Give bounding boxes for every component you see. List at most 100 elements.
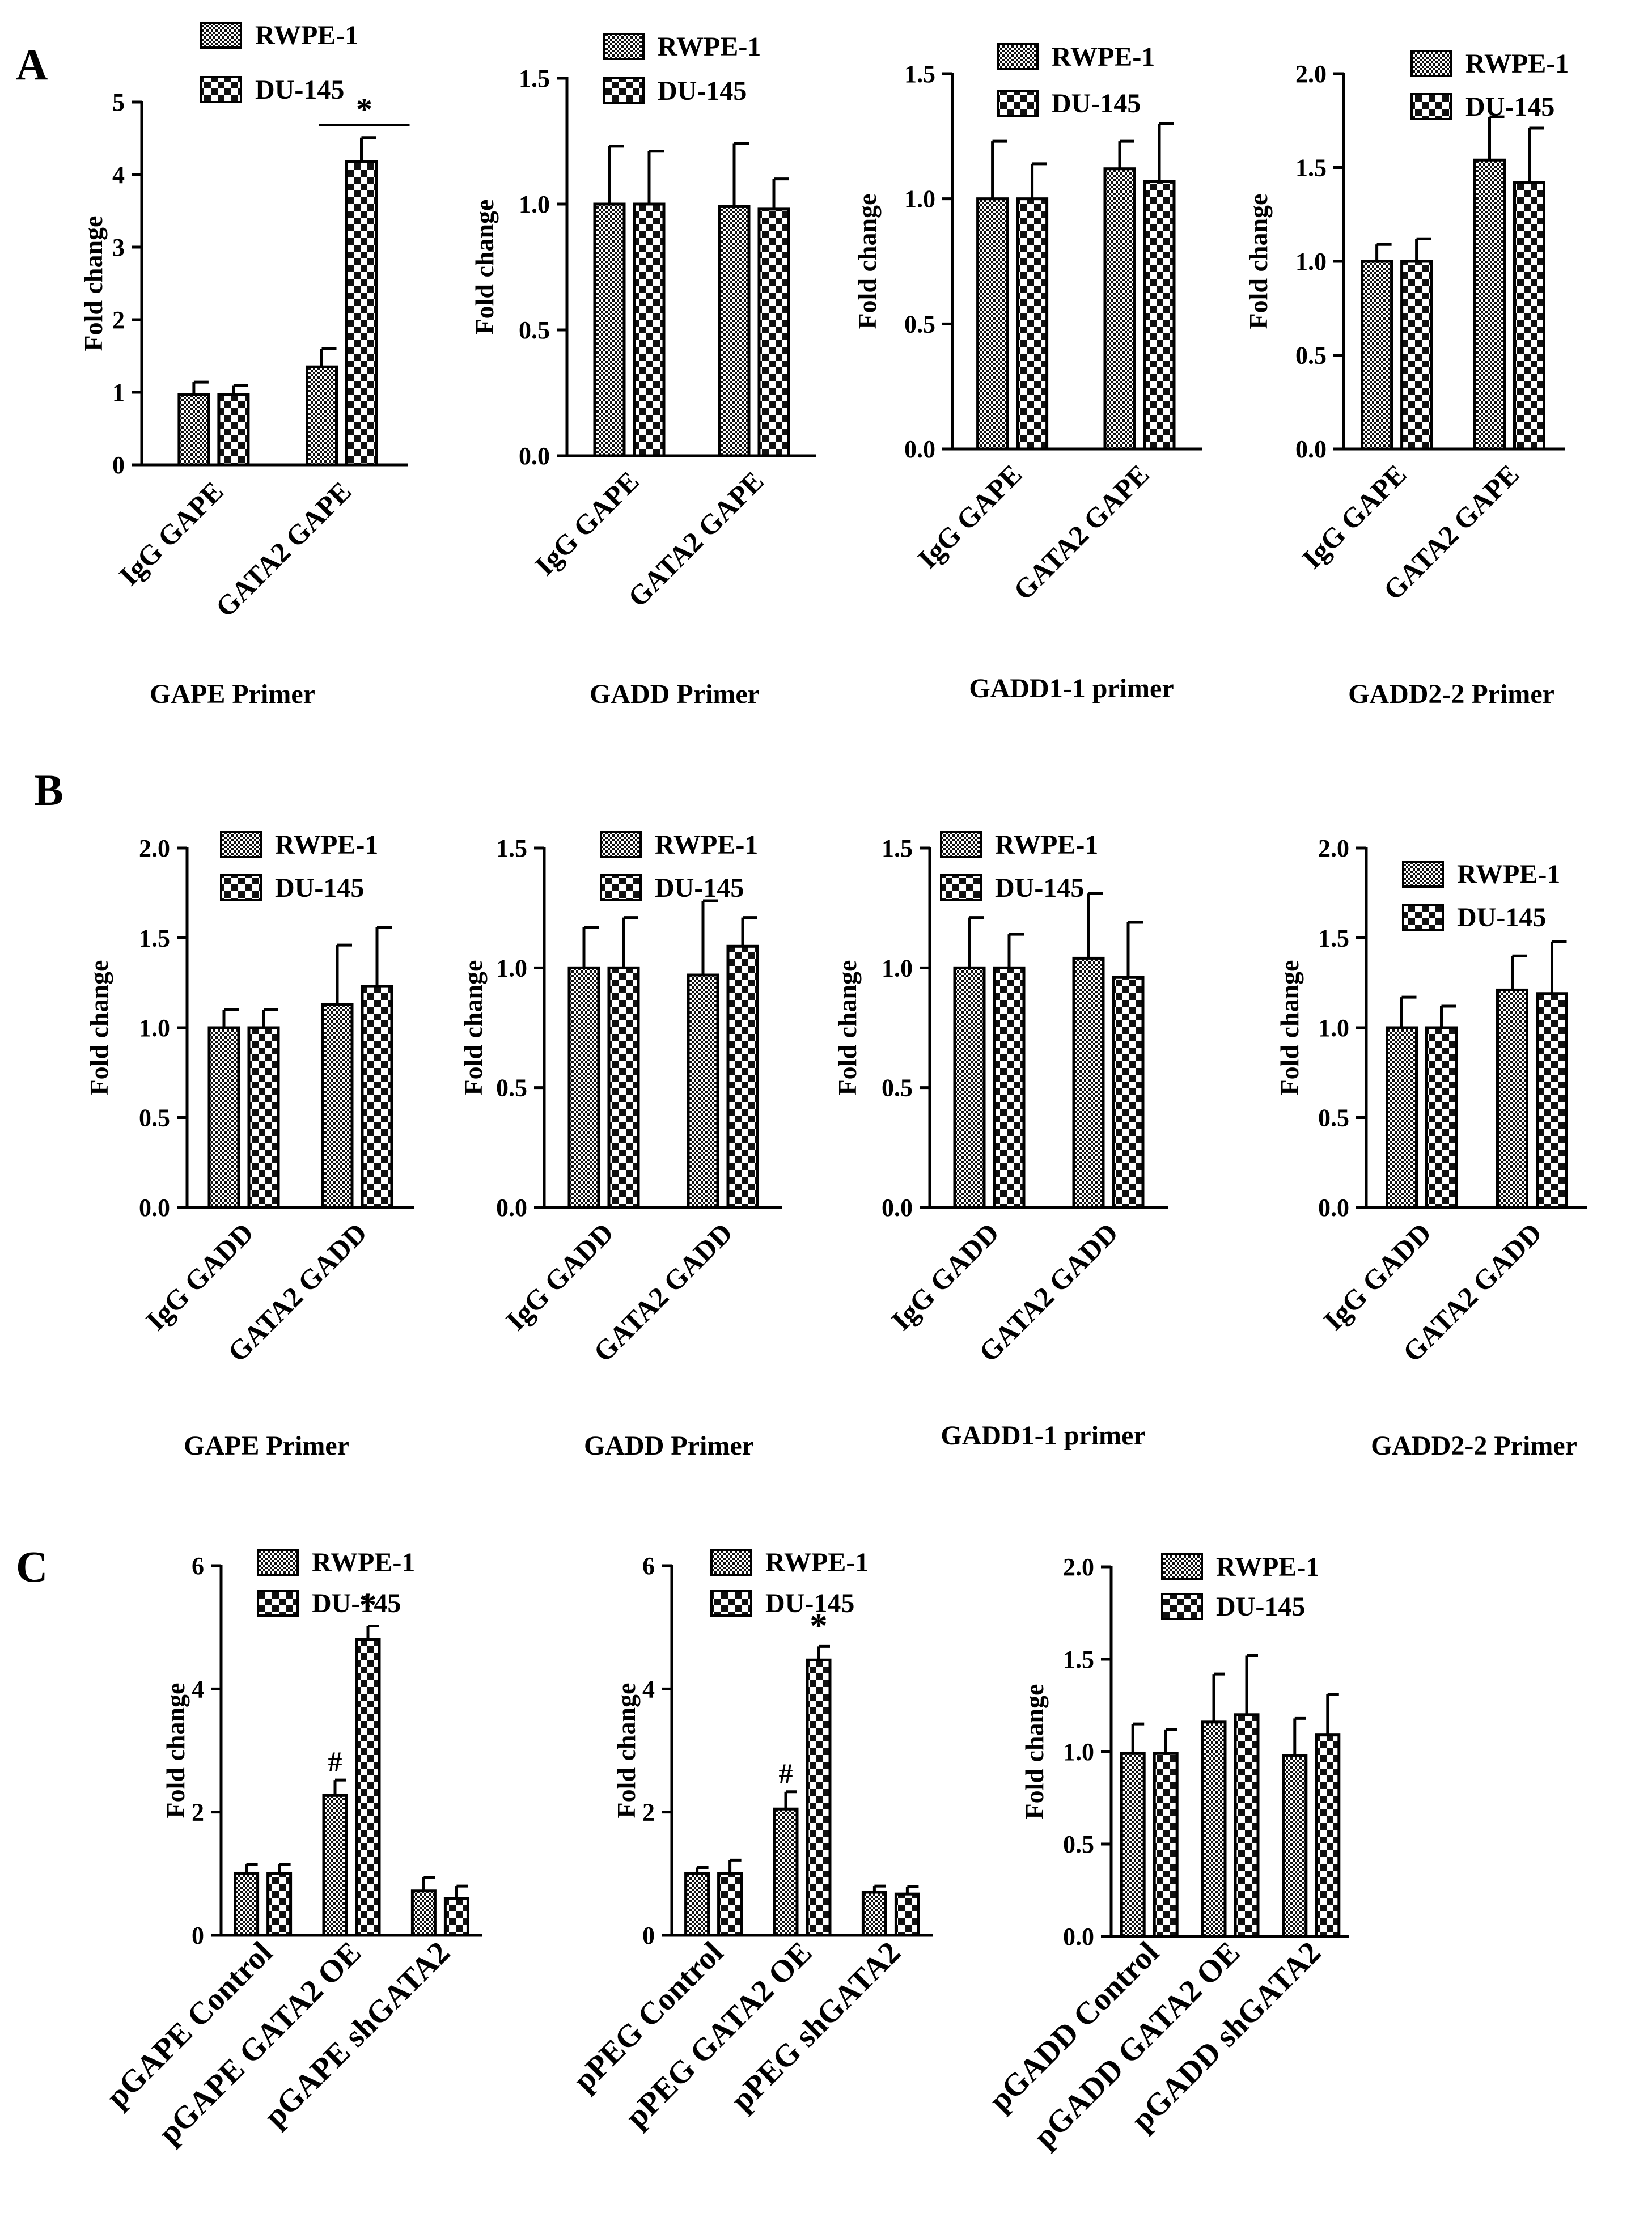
category-label: IgG GADD (885, 1217, 1005, 1336)
bar-rwpe1 (306, 365, 338, 467)
legend-label: RWPE-1 (1216, 1552, 1319, 1582)
y-tick-label: 0.5 (882, 1074, 913, 1102)
y-tick-label: 0.0 (1318, 1194, 1349, 1222)
y-tick-label: 1.0 (496, 954, 527, 982)
y-tick-label: 3 (112, 234, 125, 261)
y-tick-label: 0 (112, 451, 125, 479)
legend-swatch (220, 831, 262, 858)
y-axis-label: Fold change (84, 960, 113, 1096)
legend-swatch (200, 22, 242, 49)
bar-du145 (355, 1638, 381, 1937)
bar-rwpe1 (593, 202, 626, 457)
bar-du145 (247, 1026, 280, 1209)
legend-label: RWPE-1 (765, 1548, 869, 1578)
bar-rwpe1 (234, 1872, 260, 1937)
legend-label: DU-145 (312, 1588, 401, 1618)
y-axis-label: Fold change (459, 960, 488, 1096)
bar-rwpe1 (718, 205, 751, 457)
legend-label: DU-145 (1216, 1592, 1305, 1622)
bar-du145 (1143, 180, 1176, 451)
legend-swatch (1402, 904, 1444, 931)
y-tick-label: 1.0 (1295, 248, 1327, 275)
chart-title: GADD Primer (590, 679, 760, 709)
bar-du145 (345, 160, 378, 467)
y-tick-label: 0.5 (1063, 1830, 1094, 1858)
y-tick-label: 0.0 (1063, 1923, 1094, 1951)
legend-label: RWPE-1 (312, 1548, 415, 1578)
panel-letter-a: A (16, 40, 48, 89)
chart-title: GADD2-2 Primer (1371, 1431, 1577, 1461)
significance-marker: * (810, 1607, 828, 1645)
y-tick-label: 1.5 (1295, 154, 1327, 182)
y-tick-label: 1.5 (1063, 1646, 1094, 1673)
hash-marker: # (779, 1757, 793, 1789)
bar-rwpe1 (773, 1807, 799, 1937)
category-label: pGAPE Control (100, 1935, 279, 2114)
bar-du145 (1016, 197, 1049, 451)
y-tick-label: 0.5 (519, 316, 550, 344)
bar-du145 (1425, 1026, 1458, 1209)
bar-rwpe1 (410, 1889, 437, 1937)
chart-title: GADD2-2 Primer (1348, 679, 1554, 709)
y-tick-label: 1.0 (1318, 1014, 1349, 1042)
y-tick-label: 1.5 (1318, 925, 1349, 952)
y-tick-label: 2.0 (1063, 1553, 1094, 1581)
category-label: GATA2 GAPE (209, 475, 357, 623)
y-tick-label: 0 (192, 1922, 204, 1949)
chart-title: GAPE Primer (184, 1431, 349, 1461)
bar-rwpe1 (1473, 158, 1506, 451)
y-axis-label: Fold change (470, 200, 499, 335)
bar-rwpe1 (1072, 956, 1105, 1209)
y-tick-label: 1.5 (139, 925, 170, 952)
bar-rwpe1 (1282, 1754, 1308, 1938)
bar-du145 (993, 966, 1026, 1209)
bar-du145 (1112, 976, 1145, 1209)
legend-swatch (257, 1590, 299, 1617)
y-tick-label: 0 (642, 1922, 655, 1949)
y-axis-label: Fold change (1020, 1684, 1049, 1820)
y-axis-label: Fold change (612, 1683, 641, 1819)
chart-title: GADD Primer (584, 1431, 754, 1461)
y-tick-label: 0.0 (1295, 435, 1327, 463)
bar-du145 (607, 966, 640, 1209)
legend-label: DU-145 (995, 873, 1084, 903)
category-label: IgG GADD (139, 1217, 259, 1336)
y-tick-label: 4 (642, 1675, 655, 1703)
bar-du145 (806, 1658, 832, 1937)
bar-rwpe1 (177, 393, 210, 467)
legend-swatch (200, 76, 242, 103)
bar-rwpe1 (567, 966, 600, 1209)
legend-label: RWPE-1 (1457, 859, 1560, 889)
y-tick-label: 2 (642, 1799, 655, 1826)
legend-swatch (603, 33, 645, 60)
bar-du145 (1513, 181, 1545, 451)
category-label: IgG GAPE (528, 465, 645, 582)
legend-label: RWPE-1 (995, 830, 1098, 860)
bar-du145 (726, 944, 759, 1209)
bar-rwpe1 (1361, 260, 1393, 451)
legend-swatch (710, 1549, 752, 1576)
bar-du145 (217, 393, 250, 467)
panel-letter-b: B (34, 765, 63, 815)
y-axis-label: Fold change (1275, 960, 1304, 1096)
hash-marker: # (328, 1745, 342, 1777)
y-tick-label: 2.0 (139, 834, 170, 862)
y-tick-label: 1.0 (904, 185, 935, 213)
legend-swatch (1161, 1553, 1203, 1580)
y-tick-label: 4 (192, 1675, 204, 1703)
y-tick-label: 0.0 (904, 435, 935, 463)
legend-swatch (997, 90, 1039, 117)
y-tick-label: 1.5 (882, 834, 913, 862)
legend-label: RWPE-1 (1052, 42, 1155, 72)
significance-marker: * (359, 1586, 377, 1625)
legend-swatch (1402, 861, 1444, 888)
legend-label: DU-145 (655, 873, 744, 903)
category-label: IgG GADD (499, 1217, 619, 1336)
